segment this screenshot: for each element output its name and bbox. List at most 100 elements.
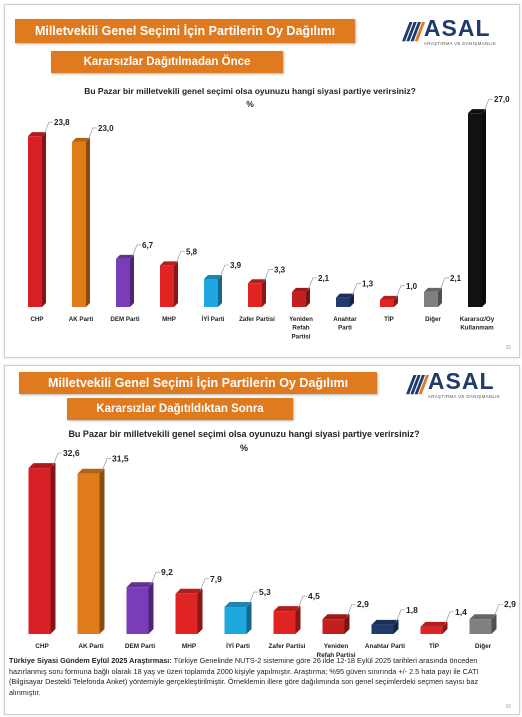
bar-side bbox=[246, 602, 252, 634]
footnote-title: Türkiye Siyasi Gündem Eylül 2025 Araştır… bbox=[9, 656, 172, 665]
label-leader-line bbox=[131, 244, 141, 258]
bar-side bbox=[148, 582, 154, 634]
category-label: DEM Parti bbox=[110, 316, 140, 323]
label-leader-line bbox=[43, 121, 53, 135]
value-label: 2,9 bbox=[504, 599, 516, 609]
label-leader-line bbox=[101, 458, 111, 472]
bar-group-anahtar-parti: 1,8 Anahtar Parti bbox=[365, 605, 418, 650]
category-label: CHP bbox=[35, 643, 49, 650]
label-leader-line bbox=[395, 285, 405, 298]
bar-side bbox=[218, 275, 222, 307]
label-leader-line bbox=[297, 595, 307, 609]
bar-group-i-yi-parti: 3,9 İYİ Parti bbox=[201, 261, 241, 323]
value-label: 2,1 bbox=[318, 274, 330, 283]
category-label: İYİ Parti bbox=[201, 316, 224, 323]
slide-after: Milletvekili Genel Seçimi İçin Partileri… bbox=[4, 365, 520, 715]
value-label: 23,8 bbox=[54, 118, 70, 127]
category-label-line: Parti bbox=[338, 325, 352, 332]
bar-side bbox=[130, 254, 134, 307]
value-label: 5,3 bbox=[259, 587, 271, 597]
slide-title-banner: Milletvekili Genel Seçimi İçin Partileri… bbox=[19, 372, 377, 394]
bar-group-dem-parti: 6,7 DEM Parti bbox=[110, 241, 153, 323]
bar-top bbox=[248, 279, 266, 284]
logo-name: ASAL bbox=[423, 15, 491, 41]
value-label: 7,9 bbox=[210, 574, 222, 584]
label-leader-line bbox=[150, 571, 160, 585]
logo-tagline: ARAŞTIRMA VE DANIŞMANLIK bbox=[427, 394, 501, 399]
bar-group-zafer-partisi: 3,3 Zafer Partisi bbox=[239, 265, 286, 323]
bar-side bbox=[262, 279, 266, 307]
category-label: Yeniden Refah Partisi bbox=[289, 316, 313, 340]
category-label-line: Refah bbox=[292, 325, 309, 332]
bar-group-kararsiz-oy-kullanmam: 27,0 Kararsız/Oy Kullanmam bbox=[460, 95, 510, 332]
category-label-line: Anahtar Parti bbox=[365, 643, 405, 650]
bar bbox=[273, 611, 296, 634]
value-label: 2,9 bbox=[357, 599, 369, 609]
label-leader-line bbox=[346, 603, 356, 617]
category-label-line: TİP bbox=[384, 316, 394, 323]
bar bbox=[224, 607, 247, 634]
category-label-line: Kullanmam bbox=[460, 325, 494, 332]
bar-side bbox=[442, 621, 448, 634]
category-label: Diğer bbox=[475, 643, 492, 650]
asal-logo-icon: //// bbox=[403, 16, 423, 47]
bar bbox=[28, 136, 42, 307]
category-label-line: Zafer Partisi bbox=[239, 316, 275, 323]
category-label: TİP bbox=[429, 641, 440, 650]
bar-side bbox=[197, 588, 203, 634]
category-label-line: Yeniden bbox=[324, 643, 349, 650]
bar-top bbox=[160, 261, 178, 266]
bar-group-ti-p: 1,4 TİP bbox=[420, 607, 467, 650]
category-label: CHP bbox=[30, 316, 43, 323]
question-text: Bu Pazar bir milletvekili genel seçimi o… bbox=[68, 429, 420, 439]
category-label: Yeniden Refah Partisi bbox=[316, 643, 355, 659]
bar-top bbox=[424, 287, 442, 292]
label-leader-line bbox=[307, 277, 317, 291]
bar-top bbox=[204, 275, 222, 280]
category-label: MHP bbox=[162, 316, 176, 323]
category-label: DEM Parti bbox=[125, 643, 155, 650]
bar-side bbox=[306, 287, 310, 307]
bar-side bbox=[42, 132, 46, 307]
value-label: 31,5 bbox=[112, 454, 129, 464]
bar bbox=[204, 279, 218, 307]
category-label-line: İYİ Parti bbox=[201, 316, 224, 323]
bar-group-mhp: 5,8 MHP bbox=[160, 247, 198, 323]
category-label-line: MHP bbox=[162, 316, 176, 323]
bar bbox=[380, 299, 394, 307]
category-label-line: AK Parti bbox=[78, 643, 103, 650]
bar-top bbox=[273, 606, 301, 612]
bar bbox=[336, 297, 350, 307]
category-label-line: DEM Parti bbox=[110, 316, 140, 323]
category-label-line: Anahtar bbox=[333, 316, 357, 323]
bar bbox=[420, 626, 443, 634]
question: Bu Pazar bir milletvekili genel seçimi o… bbox=[45, 85, 455, 111]
bar bbox=[126, 587, 149, 634]
bar-group-yeniden-refah-partisi: 2,1 Yeniden Refah Partisi bbox=[289, 274, 330, 340]
label-leader-line bbox=[87, 127, 97, 141]
label-leader-line bbox=[199, 578, 209, 592]
bar-group-chp: 23,8 CHP bbox=[28, 118, 70, 323]
bar-group-anahtar-parti: 1,3 Anahtar Parti bbox=[333, 280, 373, 332]
bar bbox=[248, 283, 262, 307]
slide-title-banner: Milletvekili Genel Seçimi İçin Partileri… bbox=[15, 19, 355, 43]
category-label: AK Parti bbox=[69, 316, 94, 323]
value-label: 1,3 bbox=[362, 280, 374, 289]
bar-group-i-yi-parti: 5,3 İYİ Parti bbox=[224, 587, 271, 650]
bar-top bbox=[292, 287, 310, 292]
category-label-line: Refah Partisi bbox=[316, 652, 355, 659]
chart-after: 32,6 CHP 31,5 AK Parti 9,2 DEM Parti 7,9 MHP 5,3… bbox=[28, 448, 516, 659]
category-label: Anahtar Parti bbox=[365, 643, 405, 650]
label-leader-line bbox=[248, 591, 258, 605]
logo-tagline: ARAŞTIRMA VE DANIŞMANLIK bbox=[423, 41, 497, 46]
bar-group-ti-p: 1,0 TİP bbox=[380, 282, 418, 323]
bar-side bbox=[393, 619, 399, 634]
label-leader-line bbox=[52, 452, 62, 466]
asal-logo-icon: //// bbox=[407, 369, 427, 400]
bar bbox=[322, 619, 345, 634]
bar-top bbox=[175, 588, 203, 594]
bar bbox=[424, 291, 438, 307]
bar-group-ak-parti: 31,5 AK Parti bbox=[77, 454, 129, 650]
label-leader-line bbox=[483, 98, 493, 112]
value-label: 27,0 bbox=[494, 95, 510, 104]
